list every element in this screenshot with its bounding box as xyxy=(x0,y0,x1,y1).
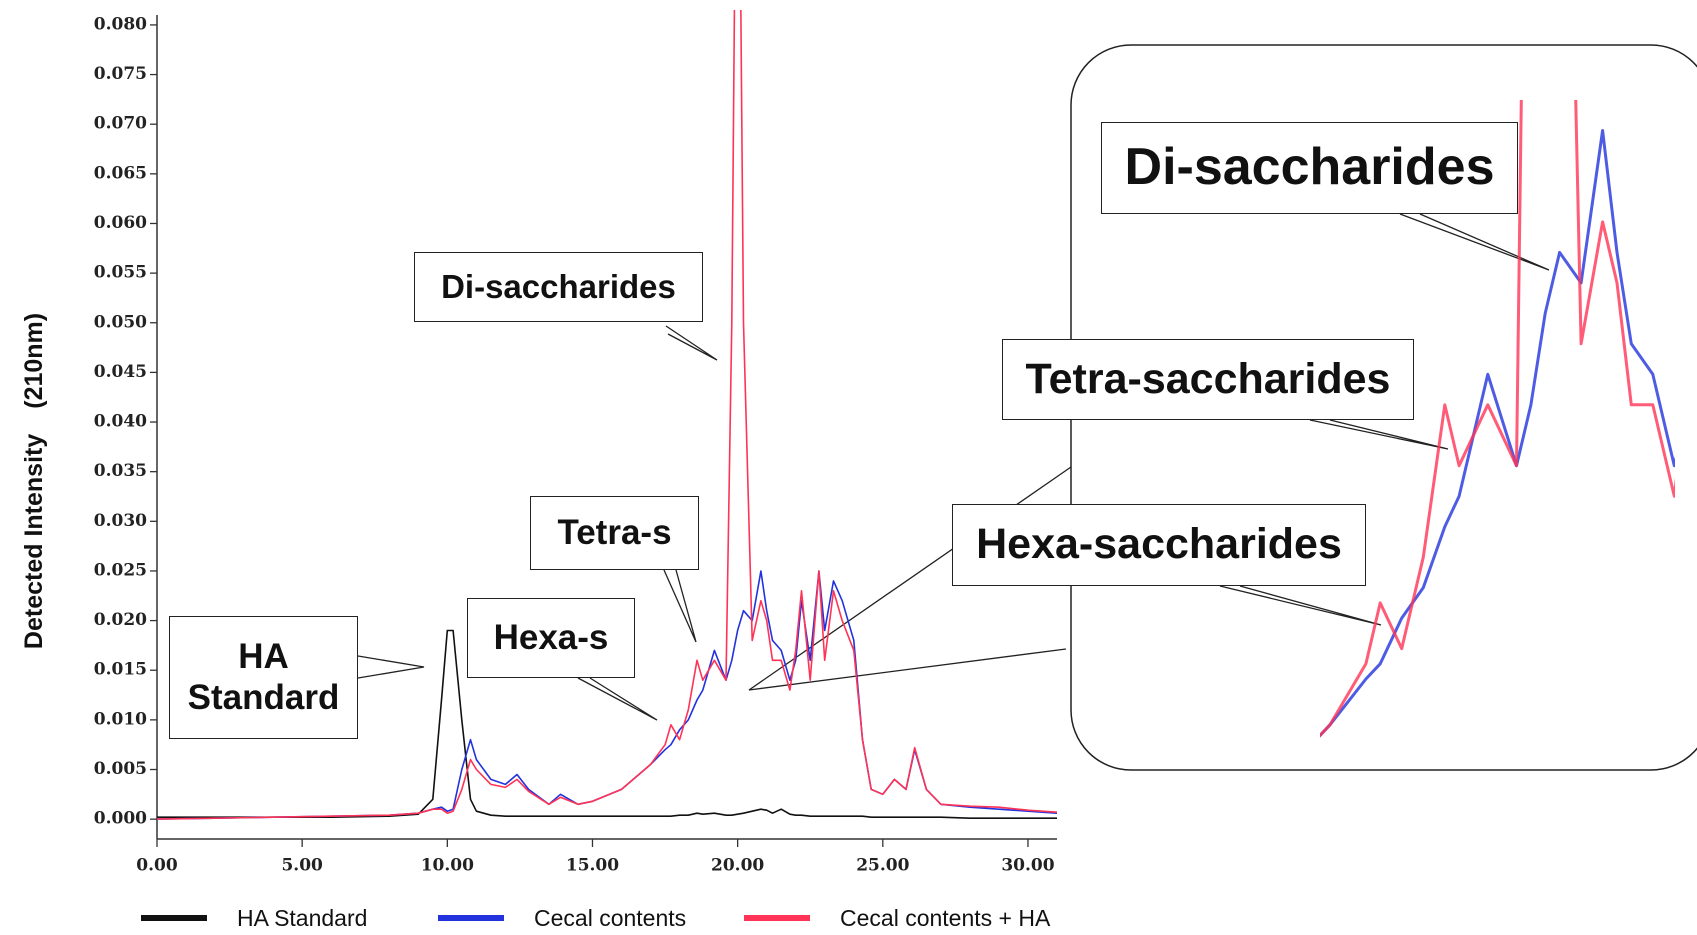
annotation: Tetra-s xyxy=(530,496,699,570)
y-tick-label: 0.080 xyxy=(94,14,147,34)
annotation: HA Standard xyxy=(169,616,358,739)
x-tick-label: 15.00 xyxy=(566,856,619,876)
y-tick-label: 0.050 xyxy=(94,312,147,332)
line-series xyxy=(157,10,1057,820)
inset-annotation: Hexa-saccharides xyxy=(952,504,1366,586)
plot-area xyxy=(157,10,1057,820)
x-tick-label: 20.00 xyxy=(711,856,764,876)
x-tick-label: 10.00 xyxy=(421,856,474,876)
legend-label: HA Standard xyxy=(237,905,367,931)
y-tick-label: 0.060 xyxy=(94,213,147,233)
x-tick-label: 5.00 xyxy=(281,856,323,876)
line-series xyxy=(157,629,1057,819)
inset-line-series xyxy=(1320,100,1675,738)
y-tick-label: 0.005 xyxy=(94,759,147,779)
y-tick-label: 0.000 xyxy=(94,809,147,829)
y-tick-label: 0.040 xyxy=(94,412,147,432)
y-tick-label: 0.015 xyxy=(94,660,147,680)
x-tick-label: 30.00 xyxy=(1001,856,1054,876)
y-tick-label: 0.065 xyxy=(94,163,147,183)
x-tick-label: 0.00 xyxy=(136,856,178,876)
annotation: Di-saccharides xyxy=(414,252,703,322)
y-tick-label: 0.030 xyxy=(94,511,147,531)
legend-label: Cecal contents + HA xyxy=(840,905,1051,931)
inset-plot xyxy=(1320,100,1675,738)
legend-label: Cecal contents xyxy=(534,905,686,931)
y-tick-label: 0.045 xyxy=(94,362,147,382)
inset-annotation: Di-saccharides xyxy=(1101,122,1518,214)
inset-line-series xyxy=(1320,129,1675,738)
y-tick-label: 0.070 xyxy=(94,114,147,134)
y-axis-label: Detected Intensity (210nm) xyxy=(20,313,48,649)
y-tick-label: 0.020 xyxy=(94,610,147,630)
inset-annotation: Tetra-saccharides xyxy=(1002,339,1414,420)
y-tick-label: 0.075 xyxy=(94,64,147,84)
y-tick-label: 0.025 xyxy=(94,560,147,580)
annotation: Hexa-s xyxy=(467,598,635,678)
y-tick-label: 0.035 xyxy=(94,461,147,481)
y-tick-label: 0.010 xyxy=(94,709,147,729)
y-tick-label: 0.055 xyxy=(94,263,147,283)
x-tick-label: 25.00 xyxy=(856,856,909,876)
